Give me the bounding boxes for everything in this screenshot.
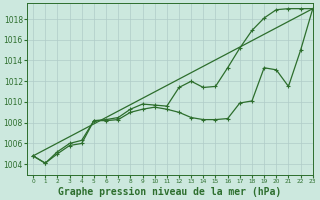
X-axis label: Graphe pression niveau de la mer (hPa): Graphe pression niveau de la mer (hPa) <box>58 186 282 197</box>
